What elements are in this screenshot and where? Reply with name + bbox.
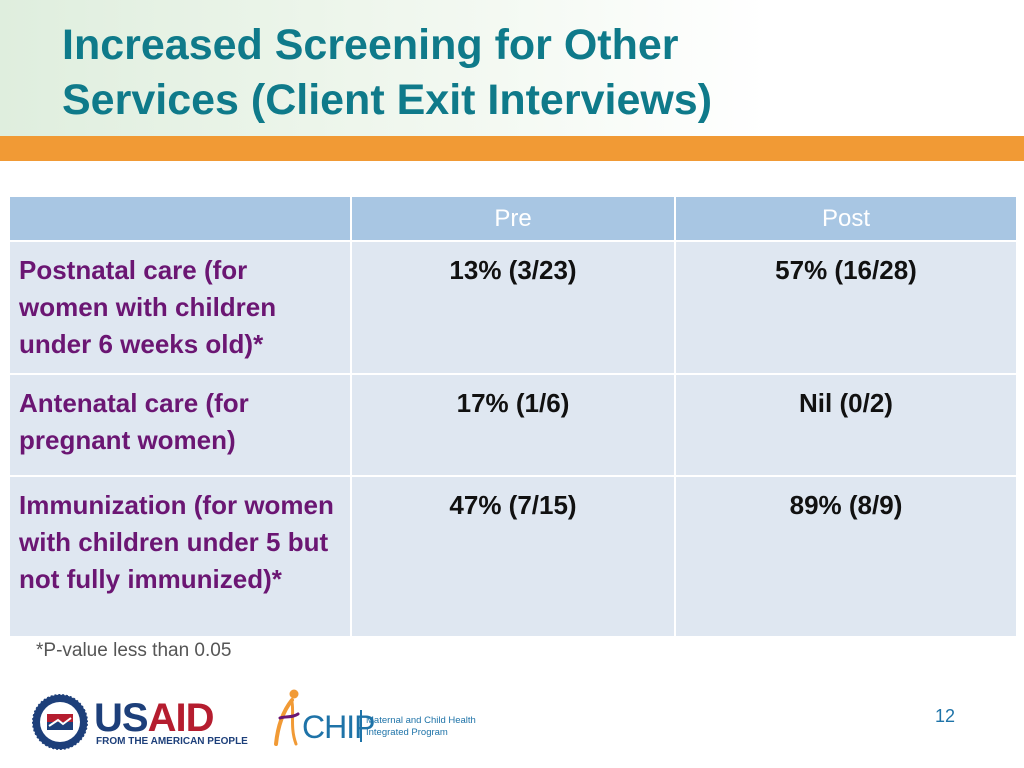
cell-pre-postnatal: 13% (3/23) (350, 240, 676, 375)
mchip-divider (360, 710, 362, 742)
slide-title: Increased Screening for Other Services (… (62, 18, 1002, 128)
accent-bar (0, 136, 1024, 161)
table-header-row: Pre Post (8, 195, 1018, 242)
screening-table: Pre Post Postnatal care (for women with … (8, 195, 1018, 638)
mchip-logo: CHIP Maternal and Child Health Integrate… (270, 688, 476, 752)
row-label-postnatal: Postnatal care (for women with children … (8, 240, 352, 375)
mchip-wordmark: CHIP (302, 709, 375, 745)
cell-pre-antenatal: 17% (1/6) (350, 373, 676, 477)
page-number: 12 (935, 706, 956, 726)
slide-title-line-2: Services (Client Exit Interviews) (62, 76, 713, 124)
usaid-wordmark-us: US (94, 696, 149, 740)
row-label-antenatal: Antenatal care (for pregnant women) (8, 373, 352, 477)
header-cell-pre: Pre (350, 195, 676, 242)
cell-post-antenatal: Nil (0/2) (674, 373, 1018, 477)
cell-pre-immunization: 47% (7/15) (350, 475, 676, 638)
header-cell-empty (8, 195, 352, 242)
mchip-subtitle-line-2: Integrated Program (366, 727, 448, 738)
table-row: Postnatal care (for women with children … (8, 240, 1018, 375)
usaid-tagline: FROM THE AMERICAN PEOPLE (96, 736, 248, 747)
cell-post-immunization: 89% (8/9) (674, 475, 1018, 638)
cell-post-postnatal: 57% (16/28) (674, 240, 1018, 375)
table-row: Antenatal care (for pregnant women) 17% … (8, 373, 1018, 477)
usaid-wordmark-aid: AID (147, 696, 215, 740)
mchip-figure-icon (274, 689, 300, 746)
slide-title-line-1: Increased Screening for Other (62, 21, 679, 69)
header-cell-post: Post (674, 195, 1018, 242)
table-row: Immunization (for women with children un… (8, 475, 1018, 638)
usaid-seal-icon (31, 693, 89, 751)
usaid-logo: USAID FROM THE AMERICAN PEOPLE (30, 692, 248, 752)
row-label-immunization: Immunization (for women with children un… (8, 475, 352, 638)
mchip-subtitle: Maternal and Child Health Integrated Pro… (366, 715, 476, 739)
mchip-subtitle-line-1: Maternal and Child Health (366, 715, 476, 726)
header-background (0, 0, 1024, 136)
usaid-wordmark: USAID (94, 696, 215, 740)
footnote: *P-value less than 0.05 (36, 640, 232, 661)
